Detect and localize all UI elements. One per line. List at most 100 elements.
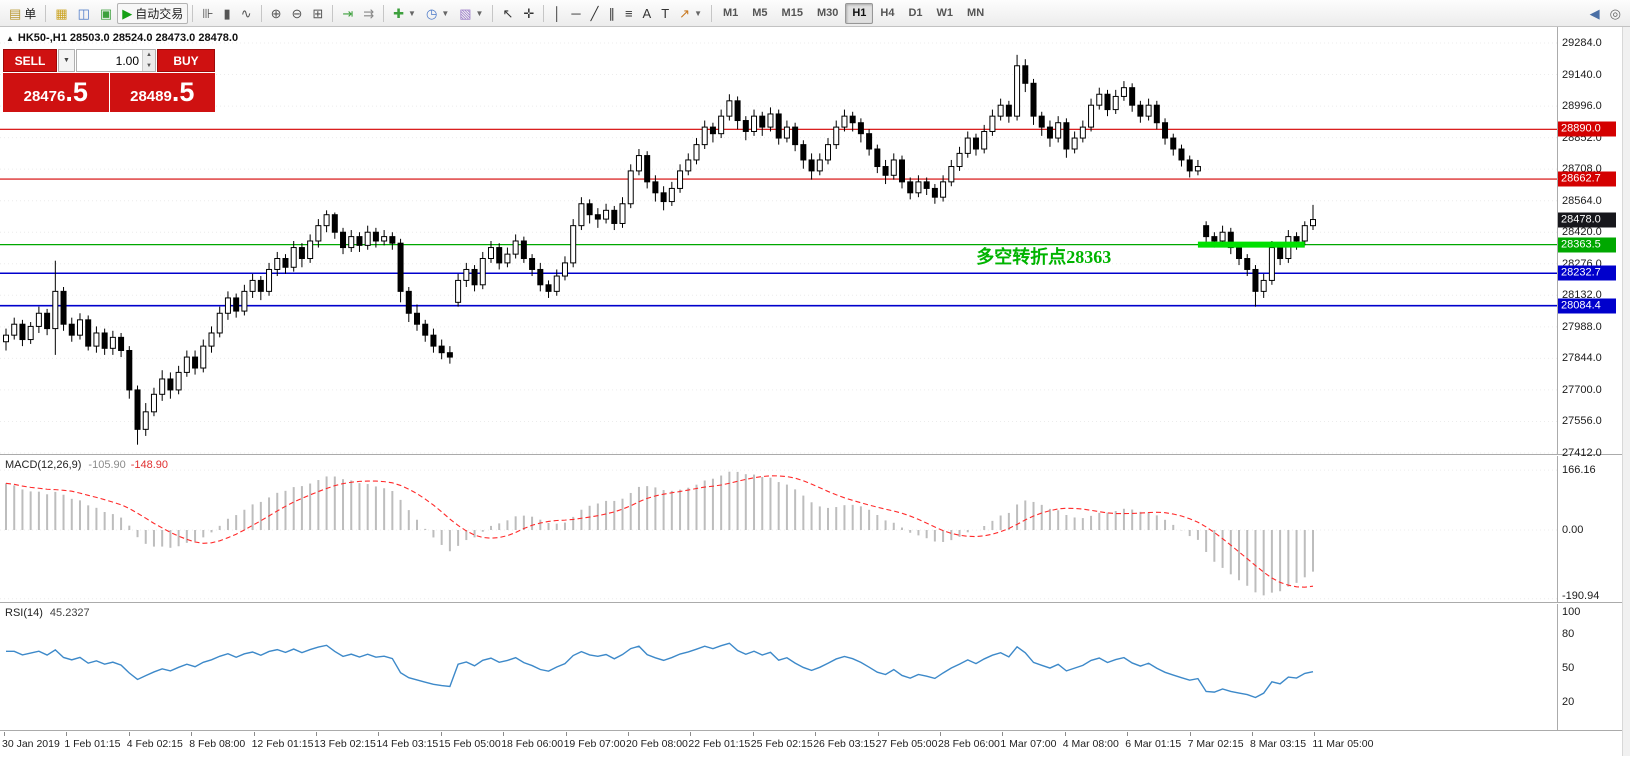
periods-button[interactable]: ◷ ▼ — [421, 3, 454, 24]
candle — [964, 137, 971, 154]
macd-axis[interactable]: 166.16 0.00 -190.94 — [1557, 456, 1622, 602]
volume-up-icon[interactable]: ▲ — [143, 50, 155, 61]
candle — [1203, 225, 1210, 238]
candlestick-chart[interactable]: 多空转折点28363 — [0, 27, 1557, 455]
candle — [200, 345, 207, 369]
time-axis-label: 14 Feb 03:15 — [376, 738, 439, 750]
buy-price-main: 28489 — [130, 88, 172, 105]
candle — [1014, 65, 1021, 117]
crosshair-button[interactable]: ✛ — [518, 3, 539, 24]
timeframe-button-D1[interactable]: D1 — [908, 7, 923, 19]
buy-button[interactable]: BUY — [157, 49, 215, 72]
time-axis-label: 11 Mar 05:00 — [1312, 738, 1374, 750]
arrows-button[interactable]: ↗ ▼ — [674, 3, 707, 24]
macd-chart[interactable] — [0, 456, 1557, 603]
candle — [216, 312, 223, 334]
timeframe-button-W1[interactable]: W1 — [936, 7, 954, 19]
candle — [430, 334, 437, 347]
auto-scroll-button[interactable]: ⇥ — [337, 3, 358, 24]
rsi-label: RSI(14) 45.2327 — [5, 607, 90, 619]
magnifier-button[interactable]: ◎ — [1605, 3, 1626, 24]
zoom-out-button[interactable]: ⊖ — [287, 3, 308, 24]
text-button[interactable]: A — [638, 3, 657, 24]
timeframe-button-M1[interactable]: M1 — [722, 7, 739, 19]
candle — [1145, 104, 1152, 117]
candle — [792, 126, 799, 146]
time-axis-tick — [565, 732, 567, 736]
sell-button[interactable]: SELL — [3, 49, 57, 72]
line-chart-button[interactable]: ∿ — [236, 3, 257, 24]
candle — [742, 120, 749, 132]
timeframe-button-H4[interactable]: H4 — [880, 7, 895, 19]
candlestick-chart-button[interactable]: ▮ — [219, 3, 236, 24]
time-axis-tick — [690, 732, 692, 736]
candle — [833, 126, 840, 146]
chart-shift-button[interactable]: ⇉ — [358, 3, 379, 24]
volume-spinner: ▲ ▼ — [142, 50, 155, 71]
zoom-in-button[interactable]: ⊕ — [266, 3, 287, 24]
candle — [1005, 104, 1012, 117]
tile-windows-button[interactable]: ⊞ — [307, 3, 328, 24]
candle — [841, 115, 848, 128]
tile-windows-icon: ⊞ — [312, 5, 324, 21]
chart-back-button[interactable]: ◀ — [1585, 3, 1605, 24]
candle — [537, 268, 544, 286]
timeframe-button-H1[interactable]: H1 — [845, 2, 874, 24]
terminal-button[interactable]: ▣ — [95, 3, 117, 24]
candle — [849, 115, 856, 124]
volume-input[interactable] — [77, 50, 142, 71]
timeframe-button-M15[interactable]: M15 — [781, 7, 803, 19]
candle — [282, 258, 289, 268]
sell-price-main: 28476 — [23, 88, 66, 105]
candle — [126, 350, 133, 391]
market-watch-button[interactable]: ▦ — [50, 3, 72, 24]
price-axis-label: 0.00 — [1562, 524, 1584, 536]
rsi-chart[interactable] — [0, 604, 1557, 731]
candle — [948, 166, 955, 183]
candle — [249, 279, 256, 292]
vertical-line-button[interactable]: │ — [548, 3, 566, 24]
rsi-axis[interactable]: 100 80 50 20 — [1557, 604, 1622, 730]
sell-price[interactable]: 28476 .5 — [3, 73, 109, 112]
one-click-trading-panel: SELL ▼ ▲ ▼ BUY 28476 .5 28489 — [3, 49, 215, 112]
chart-back-icon: ◀ — [1589, 5, 1600, 21]
vertical-line-icon: │ — [553, 5, 562, 21]
timeframe-button-MN[interactable]: MN — [967, 7, 985, 19]
volume-down-icon[interactable]: ▼ — [143, 60, 155, 71]
time-axis-label: 8 Mar 03:15 — [1250, 738, 1307, 750]
fibonacci-button[interactable]: ≡ — [620, 3, 638, 24]
autotrading-button[interactable]: ▶ 自动交易 — [117, 2, 189, 24]
horizontal-line-button[interactable]: ─ — [566, 3, 585, 24]
templates-button[interactable]: ▧ ▼ — [454, 3, 488, 24]
buy-price[interactable]: 28489 .5 — [109, 73, 215, 112]
price-tag: 28084.4 — [1558, 298, 1616, 314]
price-axis-label: 27988.0 — [1562, 320, 1602, 333]
candle — [455, 279, 462, 303]
candle — [1268, 247, 1275, 281]
navigator-button[interactable]: ◫ — [73, 3, 95, 24]
pivot-annotation[interactable]: 多空转折点28363 — [976, 246, 1111, 267]
horizontal-line-icon: ─ — [571, 5, 581, 21]
candle — [389, 236, 396, 244]
candle — [35, 312, 42, 327]
timeframe-button-M5[interactable]: M5 — [752, 7, 768, 19]
bar-chart-button[interactable]: ⊪ — [197, 3, 218, 24]
channel-button[interactable]: ∥ — [603, 3, 620, 24]
toolbar-separator — [383, 4, 385, 22]
price-tag: 28232.7 — [1558, 265, 1616, 281]
timeframe-button-M30[interactable]: M30 — [816, 7, 839, 19]
candle — [1170, 137, 1177, 150]
time-axis-tick — [253, 732, 255, 736]
arrow-objects-icon: ↗ — [679, 5, 691, 21]
macd-name: MACD(12,26,9) — [5, 459, 82, 471]
trade-options-dropdown[interactable]: ▼ — [58, 49, 75, 72]
time-axis[interactable]: 30 Jan 2019 1 Feb 01:15 4 Feb 02:15 8 Feb 0… — [0, 732, 1622, 756]
cursor-button[interactable]: ↖ — [497, 3, 518, 24]
new-chart-button[interactable]: ✚ ▼ — [388, 3, 421, 24]
trendline-button[interactable]: ╱ — [586, 3, 604, 24]
text-label-button[interactable]: T — [656, 3, 674, 24]
crosshair-icon: ✛ — [523, 5, 535, 21]
new-order-button[interactable]: ▤ 单 — [4, 3, 41, 24]
price-axis-label: 20 — [1562, 695, 1575, 708]
price-axis[interactable]: 29284.0 29140.0 28996.0 28852.0 28708.0 28564… — [1557, 27, 1622, 459]
